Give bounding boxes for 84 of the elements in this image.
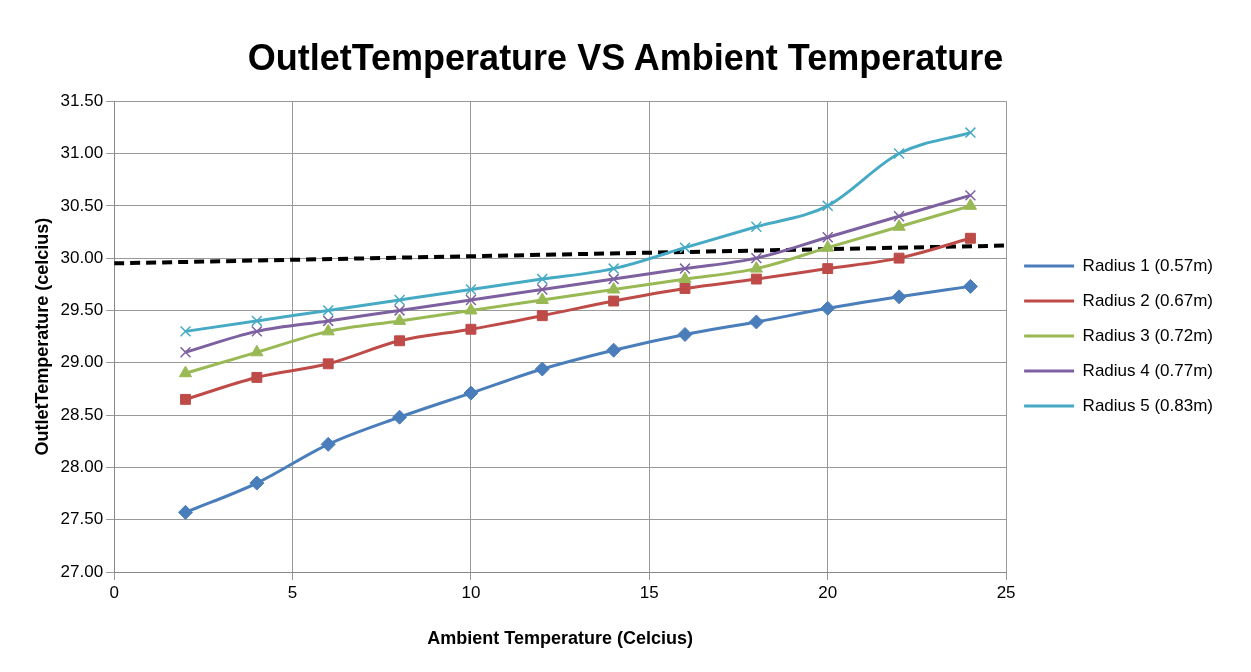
- legend-label: Radius 2 (0.67m): [1082, 290, 1213, 310]
- point: [822, 200, 834, 212]
- y-tick-label: 30.50: [60, 195, 104, 215]
- point: [179, 346, 192, 358]
- point: [536, 283, 548, 296]
- point: [322, 304, 334, 317]
- point: [893, 252, 905, 264]
- point: [393, 313, 407, 325]
- point: [178, 504, 193, 520]
- legend-label: Radius 1 (0.57m): [1082, 255, 1213, 275]
- point: [822, 263, 834, 275]
- point: [749, 261, 763, 273]
- point: [962, 278, 978, 294]
- point: [821, 240, 835, 252]
- point: [463, 385, 479, 401]
- point: [606, 342, 622, 358]
- point: [607, 262, 620, 275]
- point: [320, 436, 336, 452]
- x-tick-label: 20: [818, 582, 838, 602]
- point: [465, 294, 477, 306]
- point: [964, 189, 977, 202]
- point: [608, 295, 620, 307]
- point: [394, 335, 406, 347]
- point: [178, 365, 193, 378]
- point: [820, 300, 836, 316]
- point: [678, 271, 692, 284]
- point: [677, 327, 693, 343]
- x-tick-label: 10: [461, 582, 481, 602]
- point: [250, 344, 264, 357]
- point: [249, 475, 265, 491]
- y-tick-label: 31.50: [60, 90, 104, 110]
- point: [179, 325, 192, 338]
- y-tick-label: 29.00: [60, 352, 104, 372]
- point: [251, 371, 263, 383]
- point: [750, 273, 762, 285]
- x-axis-title: Ambient Temperature (Celcius): [427, 628, 693, 649]
- point: [465, 283, 477, 296]
- point: [893, 210, 905, 222]
- y-tick-label: 30.00: [60, 247, 104, 267]
- point: [465, 323, 477, 335]
- y-axis-title: OutletTemperature (celcius): [31, 217, 52, 456]
- y-tick-label: 28.50: [60, 404, 104, 424]
- point: [679, 283, 691, 294]
- point: [535, 292, 549, 304]
- point: [392, 409, 408, 425]
- point: [464, 302, 478, 315]
- x-tick-label: 15: [639, 582, 659, 602]
- point: [322, 358, 334, 370]
- point: [892, 219, 906, 231]
- point: [607, 282, 621, 294]
- x-tick-label: 0: [109, 582, 119, 602]
- y-tick-label: 27.50: [60, 509, 104, 529]
- point: [964, 232, 976, 244]
- legend-label: Radius 5 (0.83m): [1082, 395, 1213, 415]
- chart-title: OutletTemperature VS Ambient Temperature: [247, 36, 1004, 78]
- point: [891, 289, 907, 305]
- point: [748, 314, 764, 330]
- legend-label: Radius 4 (0.77m): [1082, 360, 1213, 380]
- point: [893, 147, 905, 160]
- point: [251, 325, 263, 338]
- point: [393, 304, 406, 317]
- point: [536, 310, 548, 322]
- point: [180, 393, 191, 405]
- point: [750, 252, 763, 264]
- point: [750, 221, 763, 233]
- point: [679, 262, 691, 275]
- point: [963, 198, 977, 210]
- point: [822, 231, 834, 243]
- legend-label: Radius 3 (0.72m): [1082, 325, 1213, 345]
- point: [679, 241, 691, 254]
- point: [534, 361, 550, 377]
- point: [393, 294, 406, 306]
- y-tick-label: 31.00: [60, 143, 104, 163]
- point: [322, 315, 334, 327]
- point: [536, 273, 548, 285]
- y-tick-label: 27.00: [60, 561, 104, 581]
- y-tick-label: 28.00: [60, 457, 104, 477]
- point: [607, 273, 620, 285]
- point: [251, 315, 263, 327]
- y-tick-label: 29.50: [60, 300, 104, 320]
- x-tick-label: 5: [287, 582, 298, 602]
- x-tick-label: 25: [996, 582, 1016, 602]
- point: [321, 323, 335, 336]
- point: [964, 126, 977, 139]
